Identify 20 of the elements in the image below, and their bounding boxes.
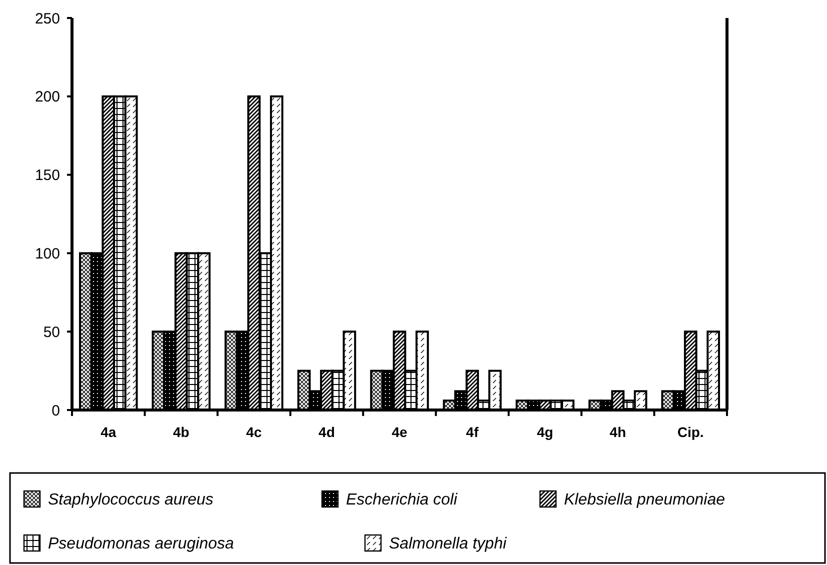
x-tick-label: 4h [610,424,626,440]
x-tick-label: 4f [466,424,479,440]
y-tick-label: 250 [34,10,60,28]
y-tick-label: 100 [34,245,60,262]
legend-label: Escherichia coli [346,492,458,509]
x-tick-label: Cip. [677,424,704,440]
y-tick-label: 200 [34,88,60,106]
legend-label: Staphylococcus aureus [48,492,214,509]
x-tick-label: 4g [536,424,554,440]
legend-label: Klebsiella pneumoniae [564,492,726,509]
y-tick-label: 50 [43,324,60,341]
legend-label: Salmonella typhi [389,536,507,553]
x-tick-label: 4e [392,424,408,440]
legend-label: Pseudomonas aeruginosa [48,536,234,553]
x-tick-label: 4c [246,424,262,440]
y-tick-label: 150 [34,167,60,184]
x-tick-label: 4b [172,424,190,440]
x-tick-label: 4a [100,424,116,440]
y-tick-label: 0 [52,402,60,420]
x-tick-label: 4d [318,424,335,440]
